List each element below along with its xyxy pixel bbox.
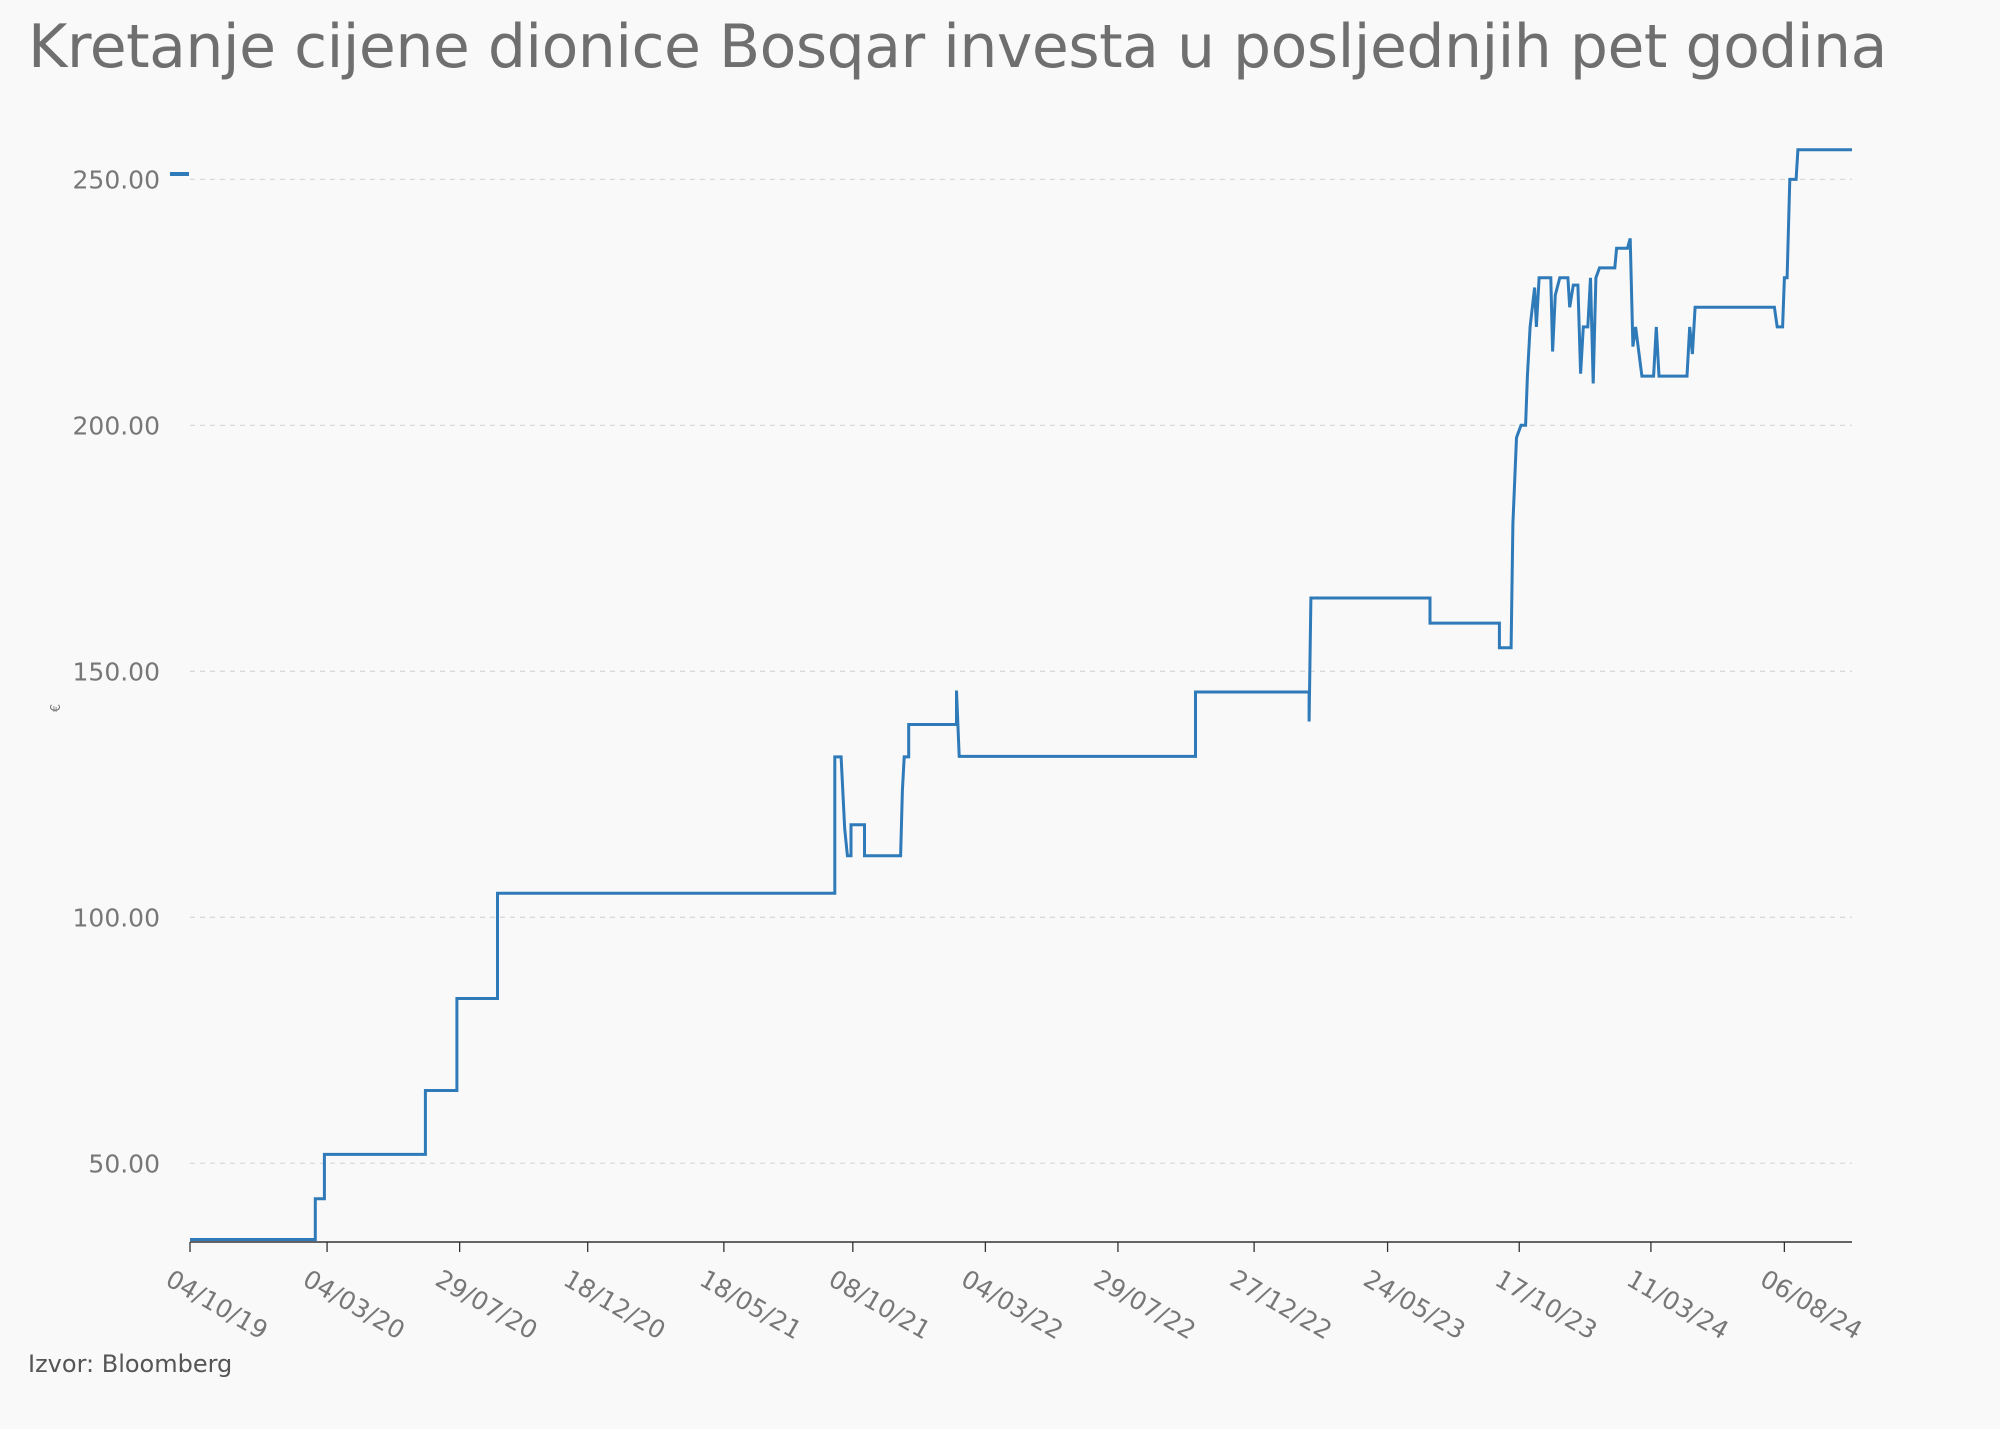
x-tick-label: 11/03/24	[1622, 1264, 1734, 1345]
x-tick-label: 29/07/22	[1089, 1264, 1201, 1345]
y-tick-label: 50.00	[88, 1149, 160, 1178]
source-note: Izvor: Bloomberg	[28, 1350, 233, 1378]
x-tick-label: 06/08/24	[1755, 1264, 1867, 1345]
x-tick-label: 27/12/22	[1225, 1264, 1337, 1345]
x-tick-label: 29/07/20	[431, 1264, 543, 1345]
y-axis-unit: €	[49, 704, 64, 712]
chart-title: Kretanje cijene dionice Bosqar investa u…	[28, 12, 1887, 82]
price-line	[190, 148, 1852, 1241]
x-tick-label: 18/05/21	[695, 1264, 807, 1345]
y-tick-label: 250.00	[73, 165, 160, 194]
x-tick-label: 18/12/20	[559, 1264, 671, 1345]
y-tick-label: 100.00	[73, 903, 160, 932]
y-tick-label: 200.00	[73, 411, 160, 440]
y-tick-label: 150.00	[73, 657, 160, 686]
x-tick-label: 04/03/22	[956, 1264, 1068, 1345]
y-axis-ticks: 50.00 100.00 150.00 200.00 250.00	[73, 165, 160, 1178]
x-tick-label: 17/10/23	[1490, 1264, 1602, 1345]
x-tick-label: 08/10/21	[824, 1264, 936, 1345]
x-tick-label: 04/03/20	[298, 1264, 410, 1345]
x-axis-ticks: 04/10/19 04/03/20 29/07/20 18/12/20 18/05/21…	[161, 1242, 1867, 1345]
x-tick-label: 24/05/23	[1359, 1264, 1471, 1345]
gridlines	[190, 178, 1852, 1164]
x-tick-label: 04/10/19	[161, 1264, 273, 1345]
